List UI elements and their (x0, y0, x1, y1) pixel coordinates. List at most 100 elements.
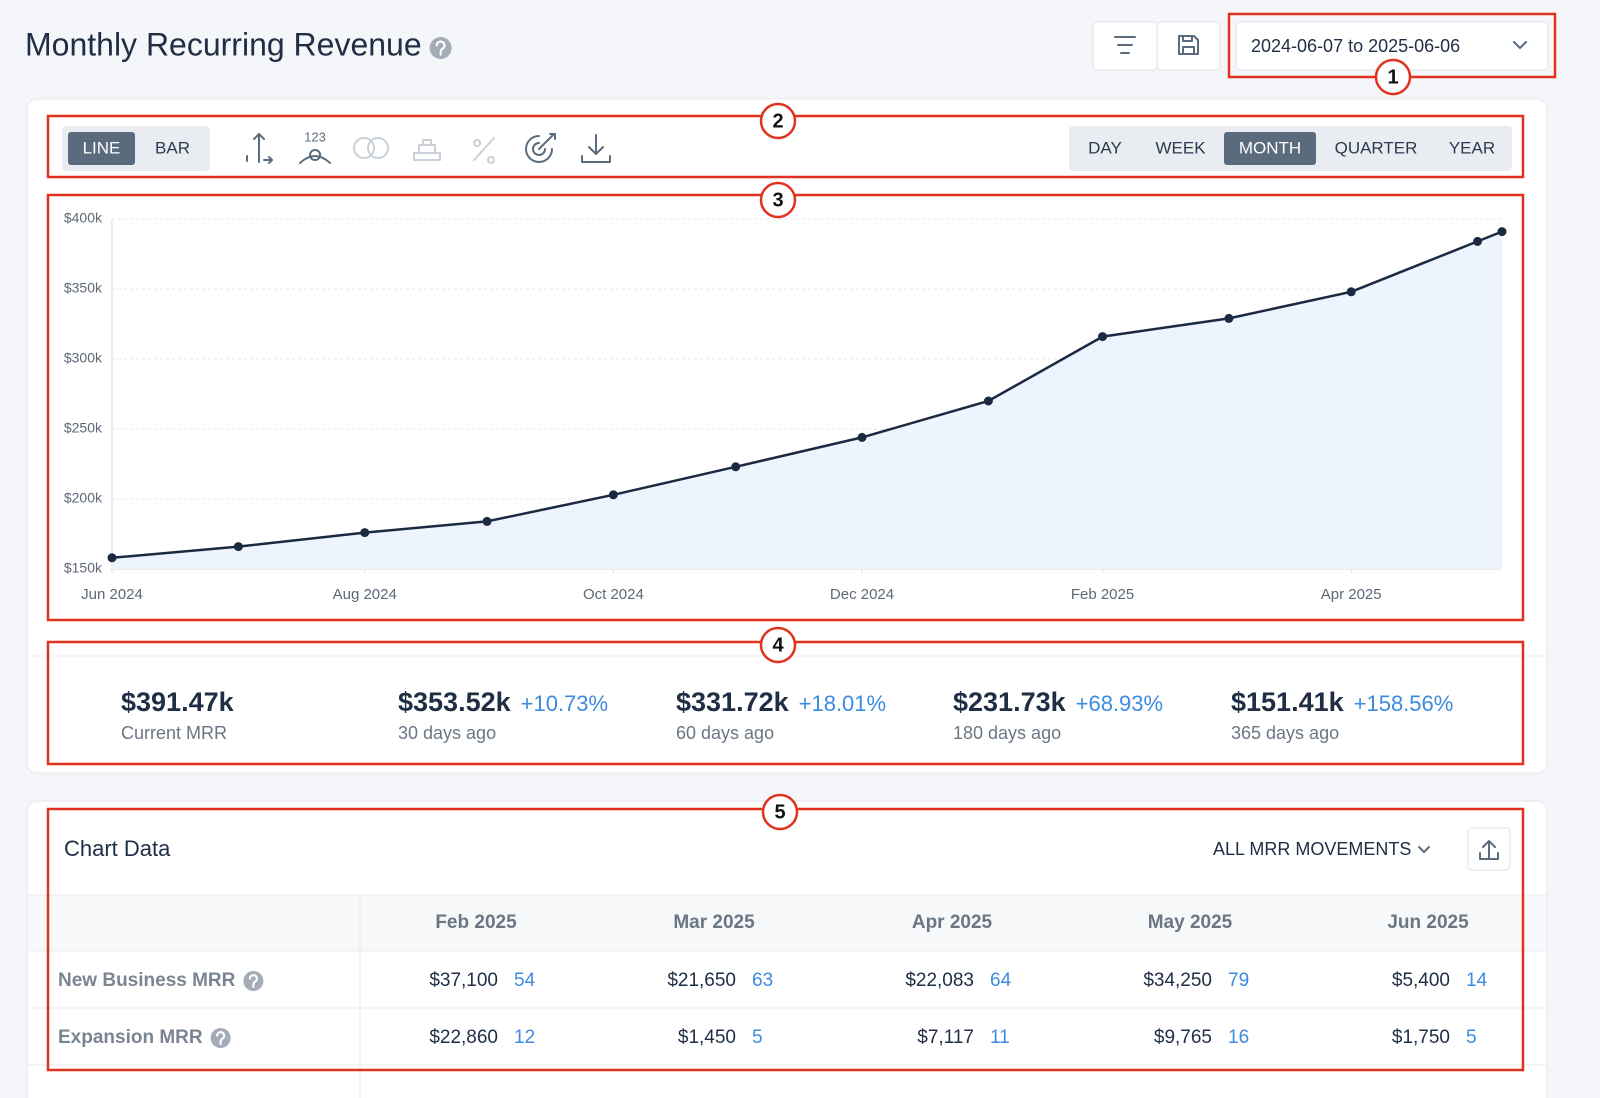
filter-icon (1114, 36, 1136, 54)
row-label: Expansion MRR (58, 1027, 203, 1048)
cell-value: $22,860 (429, 1027, 498, 1048)
column-header: Mar 2025 (673, 912, 755, 933)
kpi-change: +68.93% (1076, 691, 1163, 716)
point[interactable] (107, 553, 117, 563)
point[interactable] (1346, 287, 1356, 297)
kpi-value: $331.72k (676, 687, 790, 717)
toolbar: LINE BAR DAY WEEK MONTH QUARTER YEAR (68, 132, 1495, 165)
x-tick-label: Jun 2024 (81, 586, 143, 603)
download-icon[interactable] (581, 134, 611, 163)
cell-value: $7,117 (917, 1027, 974, 1048)
period-button[interactable]: DAY (1088, 138, 1122, 157)
kpi-label: Current MRR (121, 723, 227, 743)
cell-count[interactable]: 63 (752, 970, 773, 991)
table-header (28, 895, 1546, 951)
x-tick-label: Aug 2024 (333, 586, 397, 603)
axis-icon[interactable] (246, 133, 273, 164)
annotation-badge (759, 626, 797, 664)
period-button[interactable]: WEEK (1155, 138, 1206, 157)
export-icon (1479, 840, 1499, 860)
percent-icon (473, 137, 496, 164)
goal-icon[interactable] (525, 133, 556, 163)
kpi-row: $391.47k Current MRR $353.52k +10.73% 30 day… (121, 687, 1453, 743)
cell-value: $1,750 (1392, 1027, 1450, 1048)
cell-count[interactable]: 14 (1466, 970, 1488, 991)
active-button (1224, 132, 1316, 165)
chart: $150k $200k $250k $300k $350k $400k Jun 2024 Au… (64, 210, 1507, 603)
point[interactable] (1224, 313, 1234, 323)
kpi-value: $151.41k (1231, 687, 1345, 717)
cell-count[interactable]: 64 (990, 970, 1012, 991)
kpi-change: +10.73% (521, 691, 608, 716)
cell-value: $37,100 (429, 970, 498, 991)
annotation-badge (1374, 58, 1412, 96)
y-tick-label: $200k (64, 490, 103, 506)
period-button[interactable]: YEAR (1449, 138, 1495, 157)
annotation-badge (759, 181, 797, 219)
point[interactable] (1473, 236, 1483, 246)
cell-count[interactable]: 5 (1466, 1027, 1477, 1048)
point[interactable] (857, 432, 867, 442)
cell-count[interactable]: 11 (990, 1027, 1010, 1048)
table: Feb 2025 Mar 2025 Apr 2025 May 2025 Jun 2025… (28, 894, 1546, 1098)
annotation-badge (761, 793, 799, 831)
cell-count[interactable]: 12 (514, 1027, 535, 1048)
kpi-value: $231.73k (953, 687, 1067, 717)
period-button[interactable]: MONTH (1239, 138, 1301, 157)
point[interactable] (608, 490, 618, 500)
help-icon[interactable] (429, 37, 452, 59)
icon-glyph: 123 (304, 129, 326, 144)
point[interactable] (482, 516, 492, 526)
annotation-number: 1 (1387, 66, 1398, 88)
chart-type-button[interactable]: LINE (83, 138, 121, 157)
point[interactable] (1098, 332, 1108, 342)
tool-icons: 123 (246, 129, 611, 164)
cell-value: $9,765 (1154, 1027, 1212, 1048)
cell-value: $21,650 (667, 970, 736, 991)
cell-count[interactable]: 16 (1228, 1027, 1249, 1048)
area (112, 231, 1502, 569)
point[interactable] (983, 396, 993, 406)
y-tick-label: $400k (64, 210, 103, 226)
point[interactable] (731, 462, 741, 472)
annotation-badge (759, 102, 797, 140)
kpi-change: +18.01% (799, 691, 886, 716)
date-range: 2024-06-07 to 2025-06-06 (1251, 36, 1460, 56)
cell-count[interactable]: 54 (514, 970, 536, 991)
cell-value: $22,083 (905, 970, 974, 991)
point[interactable] (233, 542, 243, 552)
kpi-label: 60 days ago (676, 723, 774, 743)
chevron (1513, 41, 1527, 49)
save-icon (1178, 35, 1199, 55)
movement-filter[interactable]: ALL MRR MOVEMENTS (1213, 839, 1411, 859)
y-tick-label: $250k (64, 420, 103, 436)
kpi-label: 30 days ago (398, 723, 496, 743)
x-tick-label: Apr 2025 (1321, 586, 1382, 603)
cell-value: $1,450 (678, 1027, 736, 1048)
chart-card (26, 98, 1548, 774)
cell-count[interactable]: 79 (1228, 970, 1249, 991)
point[interactable] (1497, 227, 1507, 237)
kpi-value: $353.52k (398, 687, 512, 717)
x-tick-label: Oct 2024 (583, 586, 644, 603)
column-header: Jun 2025 (1387, 912, 1469, 933)
point[interactable] (360, 528, 370, 538)
chevron (1418, 846, 1430, 853)
period-button[interactable]: QUARTER (1335, 138, 1418, 157)
x-tick-label: Feb 2025 (1071, 586, 1134, 603)
help-glyph (248, 974, 258, 989)
help-circle (429, 37, 452, 59)
kpi-value: $391.47k (121, 687, 235, 717)
annotation-number: 4 (772, 634, 784, 656)
annotation-number: 3 (772, 189, 783, 211)
column-header: May 2025 (1148, 912, 1233, 933)
row-label: New Business MRR (58, 970, 236, 991)
annotation-number: 2 (772, 110, 783, 132)
active-button (68, 132, 135, 165)
y-tick-label: $350k (64, 280, 103, 296)
help-glyph (435, 40, 446, 56)
labels-icon[interactable] (299, 149, 331, 164)
cell-count[interactable]: 5 (752, 1027, 763, 1048)
chart-type-button[interactable]: BAR (155, 138, 190, 157)
